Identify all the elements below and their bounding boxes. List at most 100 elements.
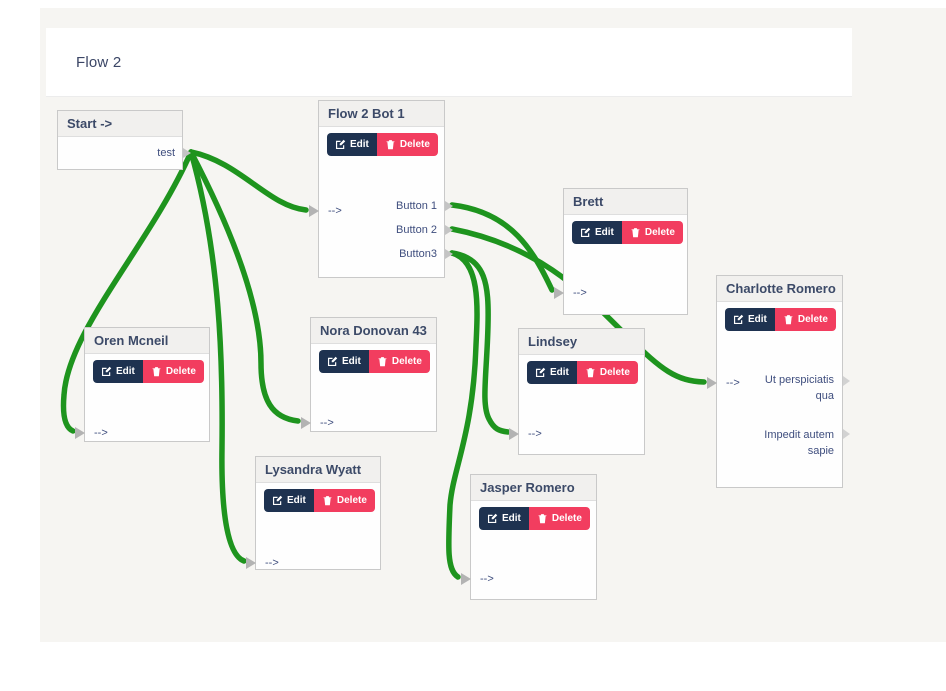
- node-lindsey-title[interactable]: Lindsey: [519, 329, 644, 355]
- delete-button[interactable]: Delete: [142, 360, 204, 383]
- edit-button[interactable]: Edit: [527, 361, 577, 384]
- node-charlotte-romero-title[interactable]: Charlotte Romero: [717, 276, 842, 302]
- output-text-2: Impedit autem sapie: [764, 429, 834, 457]
- connection-button2-to-charlotte[interactable]: [449, 226, 707, 385]
- edit-button-label: Edit: [550, 367, 569, 378]
- connection-test-to-lysandra[interactable]: [188, 149, 247, 564]
- node-nora-donovan-43-title[interactable]: Nora Donovan 43: [311, 318, 436, 344]
- input-port[interactable]: -->: [554, 285, 587, 301]
- delete-button-label: Delete: [644, 227, 675, 238]
- node-brett-title[interactable]: Brett: [564, 189, 687, 215]
- node-jasper-romero-title[interactable]: Jasper Romero: [471, 475, 596, 501]
- node-lysandra-wyatt-title[interactable]: Lysandra Wyatt: [256, 457, 380, 483]
- trash-icon: [378, 357, 387, 367]
- pencil-icon: [327, 356, 338, 367]
- edit-button[interactable]: Edit: [93, 360, 143, 383]
- node-start-title[interactable]: Start ->: [58, 111, 182, 137]
- input-arrow-icon[interactable]: [509, 428, 519, 440]
- input-port[interactable]: -->: [246, 555, 279, 571]
- input-arrow-icon[interactable]: [309, 205, 319, 217]
- input-arrow-icon[interactable]: [554, 287, 564, 299]
- edit-button[interactable]: Edit: [319, 350, 369, 373]
- input-port[interactable]: -->: [309, 203, 342, 219]
- node-oren-mcneil[interactable]: Oren Mcneil Edit Delete -->: [75, 327, 210, 442]
- edit-button-label: Edit: [595, 227, 614, 238]
- input-port-label: -->: [265, 557, 279, 569]
- delete-button-label: Delete: [336, 495, 367, 506]
- trash-icon: [586, 368, 595, 378]
- input-port[interactable]: -->: [461, 571, 494, 587]
- node-lindsey[interactable]: Lindsey Edit Delete -->: [509, 328, 645, 455]
- delete-button[interactable]: Delete: [313, 489, 375, 512]
- output-port-test[interactable]: test: [58, 145, 191, 161]
- connection-test-to-oren[interactable]: [60, 149, 194, 434]
- output-arrow-icon[interactable]: [445, 201, 453, 211]
- node-lysandra-wyatt[interactable]: Lysandra Wyatt Edit Delete -->: [246, 456, 381, 571]
- output-arrow-icon[interactable]: [843, 429, 850, 439]
- output-port-test-label: test: [157, 147, 175, 159]
- output-port-button-1[interactable]: Button 1: [319, 198, 453, 214]
- edit-button[interactable]: Edit: [327, 133, 377, 156]
- node-flow-2-bot-1[interactable]: Flow 2 Bot 1 Edit Delete --> Button 1 Bu…: [309, 100, 453, 278]
- delete-button[interactable]: Delete: [376, 133, 438, 156]
- output-arrow-icon[interactable]: [445, 225, 453, 235]
- node-flow-2-bot-1-title[interactable]: Flow 2 Bot 1: [319, 101, 444, 127]
- connection-button3-to-lindsey[interactable]: [449, 250, 511, 435]
- trash-icon: [152, 367, 161, 377]
- input-port-label: -->: [328, 205, 342, 217]
- input-port-label: -->: [573, 287, 587, 299]
- connection-test-to-nora[interactable]: [188, 149, 301, 424]
- input-port-label: -->: [528, 428, 542, 440]
- delete-button-label: Delete: [797, 314, 828, 325]
- input-port-label: -->: [320, 417, 334, 429]
- node-start[interactable]: Start -> test: [57, 110, 191, 170]
- input-port[interactable]: -->: [707, 375, 740, 391]
- input-port[interactable]: -->: [301, 415, 334, 431]
- pencil-icon: [335, 139, 346, 150]
- input-port[interactable]: -->: [75, 425, 108, 441]
- edit-button[interactable]: Edit: [264, 489, 314, 512]
- node-nora-donovan-43[interactable]: Nora Donovan 43 Edit Delete -->: [301, 317, 437, 432]
- input-arrow-icon[interactable]: [75, 427, 85, 439]
- delete-button[interactable]: Delete: [621, 221, 683, 244]
- edit-button-label: Edit: [350, 139, 369, 150]
- input-port-label: -->: [726, 377, 740, 389]
- edit-button[interactable]: Edit: [725, 308, 775, 331]
- output-arrow-icon[interactable]: [183, 148, 191, 158]
- node-oren-mcneil-title[interactable]: Oren Mcneil: [85, 328, 209, 354]
- trash-icon: [784, 315, 793, 325]
- input-port[interactable]: -->: [509, 426, 542, 442]
- pencil-icon: [580, 227, 591, 238]
- output-port-button-2[interactable]: Button 2: [319, 222, 453, 238]
- trash-icon: [631, 228, 640, 238]
- output-arrow-icon[interactable]: [843, 376, 850, 386]
- input-arrow-icon[interactable]: [246, 557, 256, 569]
- node-jasper-romero[interactable]: Jasper Romero Edit Delete -->: [461, 474, 597, 600]
- output-port-button-1-label: Button 1: [396, 200, 437, 212]
- input-arrow-icon[interactable]: [301, 417, 311, 429]
- connection-test-to-flow2bot1[interactable]: [188, 149, 309, 213]
- edit-button-label: Edit: [287, 495, 306, 506]
- delete-button-label: Delete: [165, 366, 196, 377]
- node-charlotte-romero[interactable]: Charlotte Romero Edit Delete --> Ut pers…: [707, 275, 850, 488]
- input-arrow-icon[interactable]: [461, 573, 471, 585]
- edit-button[interactable]: Edit: [572, 221, 622, 244]
- output-port-button-2-label: Button 2: [396, 224, 437, 236]
- delete-button[interactable]: Delete: [528, 507, 590, 530]
- edit-button[interactable]: Edit: [479, 507, 529, 530]
- delete-button-label: Delete: [599, 367, 630, 378]
- output-port-button3[interactable]: Button3: [319, 246, 453, 262]
- connection-button3-to-jasper[interactable]: [445, 250, 480, 580]
- delete-button[interactable]: Delete: [774, 308, 836, 331]
- connection-button1-to-brett[interactable]: [449, 202, 555, 293]
- flow-title-bar: Flow 2: [46, 28, 852, 97]
- input-port-label: -->: [94, 427, 108, 439]
- input-arrow-icon[interactable]: [707, 377, 717, 389]
- delete-button-label: Delete: [399, 139, 430, 150]
- trash-icon: [386, 140, 395, 150]
- delete-button[interactable]: Delete: [368, 350, 430, 373]
- output-arrow-icon[interactable]: [445, 249, 453, 259]
- delete-button[interactable]: Delete: [576, 361, 638, 384]
- input-port-label: -->: [480, 573, 494, 585]
- node-brett[interactable]: Brett Edit Delete -->: [554, 188, 688, 315]
